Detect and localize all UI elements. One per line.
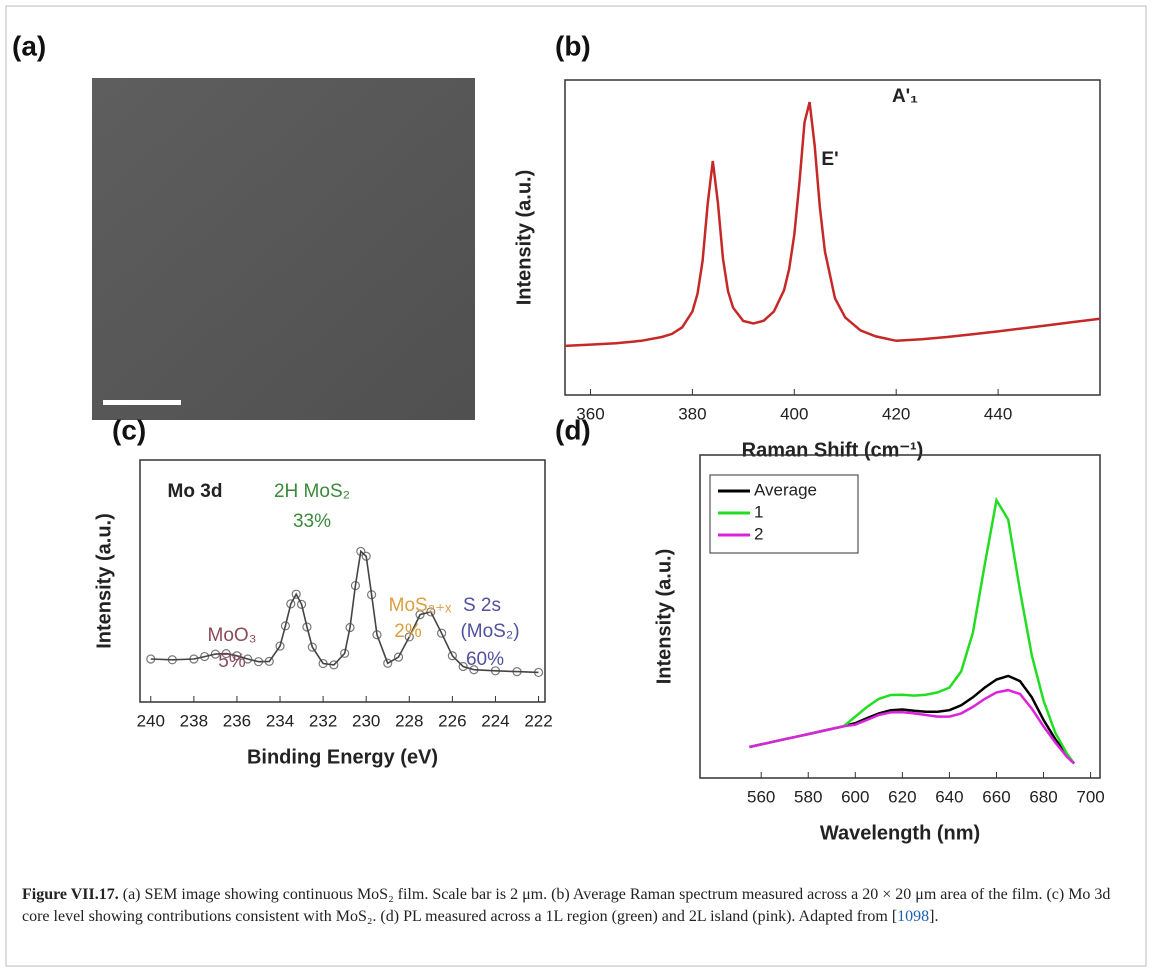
legend-label: 2 xyxy=(754,524,763,543)
panel-label: (c) xyxy=(112,414,146,445)
x-tick-label: 226 xyxy=(438,711,466,730)
series-line xyxy=(150,549,539,674)
x-tick-label: 580 xyxy=(794,787,822,806)
annotation: 5% xyxy=(218,651,246,672)
x-tick-label: 400 xyxy=(780,404,808,423)
y-axis-label: Intensity (a.u.) xyxy=(653,549,675,685)
panel-label: (b) xyxy=(555,30,591,61)
panel-label: (d) xyxy=(555,414,591,445)
data-point xyxy=(286,599,296,609)
x-tick-label: 620 xyxy=(888,787,916,806)
data-point xyxy=(383,658,393,668)
x-tick-label: 240 xyxy=(137,711,165,730)
data-point xyxy=(307,642,317,652)
caption-text: (a) SEM image showing continuous MoS₂ fi… xyxy=(22,886,1111,925)
x-tick-label: 222 xyxy=(524,711,552,730)
legend-label: 1 xyxy=(754,502,763,521)
x-tick-label: 420 xyxy=(882,404,910,423)
data-point xyxy=(447,651,457,661)
frame xyxy=(5,5,1147,967)
annotation: MoS₂₊ₓ xyxy=(389,595,452,616)
data-point xyxy=(393,652,404,662)
plot-frame xyxy=(699,454,1101,779)
series-line xyxy=(564,101,1101,348)
x-tick-label: 234 xyxy=(266,711,294,730)
data-point xyxy=(243,654,253,664)
data-point xyxy=(426,607,436,617)
annotation: 2H MoS₂ xyxy=(274,481,350,502)
panel-label: (a) xyxy=(12,30,46,61)
data-point xyxy=(404,632,414,642)
x-axis-label: Wavelength (nm) xyxy=(820,822,980,844)
x-tick-label: 680 xyxy=(1029,787,1057,806)
series-line xyxy=(749,674,1076,765)
annotation: E' xyxy=(821,149,838,170)
data-point xyxy=(458,661,468,672)
x-axis-label: Binding Energy (eV) xyxy=(247,746,438,768)
caption-label: Figure VII.17. xyxy=(22,886,119,903)
annotation: S 2s xyxy=(463,595,501,616)
data-point xyxy=(275,641,285,651)
x-tick-label: 228 xyxy=(395,711,423,730)
data-point xyxy=(200,651,210,662)
data-point xyxy=(296,599,307,609)
y-axis-label: Intensity (a.u.) xyxy=(93,513,115,649)
data-point xyxy=(280,621,291,631)
data-point xyxy=(415,610,425,620)
data-point xyxy=(436,628,447,638)
reference-link[interactable]: 1098 xyxy=(897,908,930,925)
x-tick-label: 232 xyxy=(309,711,337,730)
caption-text: ]. xyxy=(929,908,939,925)
annotation: Mo 3d xyxy=(168,481,223,502)
annotation: MoO₃ xyxy=(208,625,257,646)
x-tick-label: 600 xyxy=(841,787,869,806)
x-tick-label: 640 xyxy=(935,787,963,806)
annotation: 2% xyxy=(394,621,422,642)
data-point xyxy=(302,622,312,632)
x-tick-label: 700 xyxy=(1076,787,1104,806)
x-tick-label: 360 xyxy=(576,404,604,423)
annotation: (MoS₂) xyxy=(460,621,519,642)
y-axis-label: Intensity (a.u.) xyxy=(513,170,535,306)
sem-image xyxy=(92,78,475,420)
x-tick-label: 224 xyxy=(481,711,509,730)
legend-label: Average xyxy=(754,480,817,499)
plot-frame xyxy=(564,79,1101,396)
caption: Figure VII.17. (a) SEM image showing con… xyxy=(22,884,1127,928)
x-tick-label: 380 xyxy=(678,404,706,423)
annotation: A'₁ xyxy=(892,86,918,107)
series-line xyxy=(749,688,1075,765)
x-tick-label: 440 xyxy=(984,404,1012,423)
x-axis-label: Raman Shift (cm⁻¹) xyxy=(742,439,924,461)
data-point xyxy=(340,648,350,658)
scale-bar xyxy=(103,400,181,405)
data-point xyxy=(291,589,301,599)
x-tick-label: 560 xyxy=(747,787,775,806)
plot-frame xyxy=(139,459,546,703)
x-tick-label: 238 xyxy=(180,711,208,730)
x-tick-label: 236 xyxy=(223,711,251,730)
x-tick-label: 230 xyxy=(352,711,380,730)
annotation: 33% xyxy=(293,511,331,532)
annotation: 60% xyxy=(466,649,504,670)
x-tick-label: 660 xyxy=(982,787,1010,806)
